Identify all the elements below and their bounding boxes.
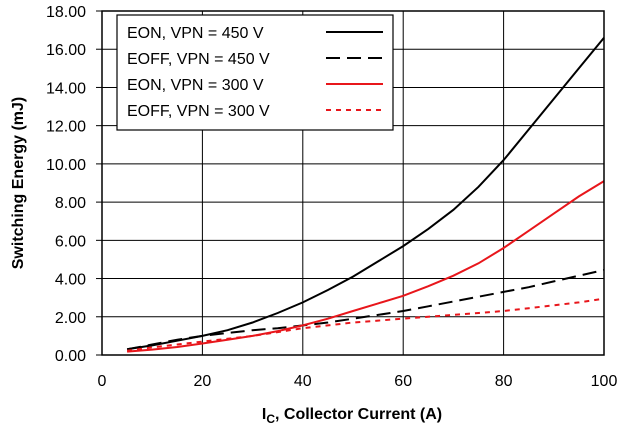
series-lines bbox=[126, 37, 605, 353]
legend-swatches bbox=[326, 31, 383, 111]
y-tick-label: 16.00 bbox=[46, 42, 86, 59]
legend-label-eon-300: EON, VPN = 300 V bbox=[127, 77, 264, 94]
y-tick-label: 14.00 bbox=[46, 80, 86, 97]
x-tick-label: 60 bbox=[394, 373, 412, 390]
y-tick-label: 0.00 bbox=[55, 348, 86, 365]
y-tick-label: 18.00 bbox=[46, 4, 86, 21]
x-tick-label: 40 bbox=[294, 373, 312, 390]
x-axis-title: IC, Collector Current (A) bbox=[262, 406, 442, 426]
x-tick-label: 80 bbox=[495, 373, 513, 390]
plot-frame bbox=[101, 10, 605, 356]
series-line bbox=[127, 180, 605, 353]
x-tick-label: 100 bbox=[591, 373, 618, 390]
y-tick-label: 12.00 bbox=[46, 119, 86, 136]
x-tick-label: 0 bbox=[98, 373, 107, 390]
y-tick-label: 6.00 bbox=[55, 233, 86, 250]
series-1 bbox=[126, 269, 605, 351]
x-axis-title-main: I bbox=[262, 406, 266, 423]
y-tick-label: 8.00 bbox=[55, 195, 86, 212]
x-tick-labels: 0 20 40 60 80 100 bbox=[98, 373, 618, 390]
y-tick-labels: 0.00 2.00 4.00 6.00 8.00 10.00 12.00 14.00 16.00… bbox=[46, 4, 86, 365]
y-tick-label: 2.00 bbox=[55, 310, 86, 327]
x-axis-title-rest: , Collector Current (A) bbox=[275, 406, 442, 423]
legend: EON, VPN = 450 V EOFF, VPN = 450 V EON, … bbox=[116, 14, 394, 131]
y-axis-title: Switching Energy (mJ) bbox=[10, 97, 27, 269]
legend-label-eoff-300: EOFF, VPN = 300 V bbox=[127, 103, 270, 120]
x-axis-title-subscript: C bbox=[266, 412, 275, 426]
series-2 bbox=[127, 180, 605, 353]
y-tick-label: 4.00 bbox=[55, 272, 86, 289]
series-line bbox=[126, 269, 605, 351]
series-line bbox=[126, 37, 605, 351]
legend-label-eon-450: EON, VPN = 450 V bbox=[127, 25, 264, 42]
legend-label-eoff-450: EOFF, VPN = 450 V bbox=[127, 51, 270, 68]
x-tick-label: 20 bbox=[194, 373, 212, 390]
y-tick-label: 10.00 bbox=[46, 157, 86, 174]
series-line bbox=[126, 297, 605, 352]
